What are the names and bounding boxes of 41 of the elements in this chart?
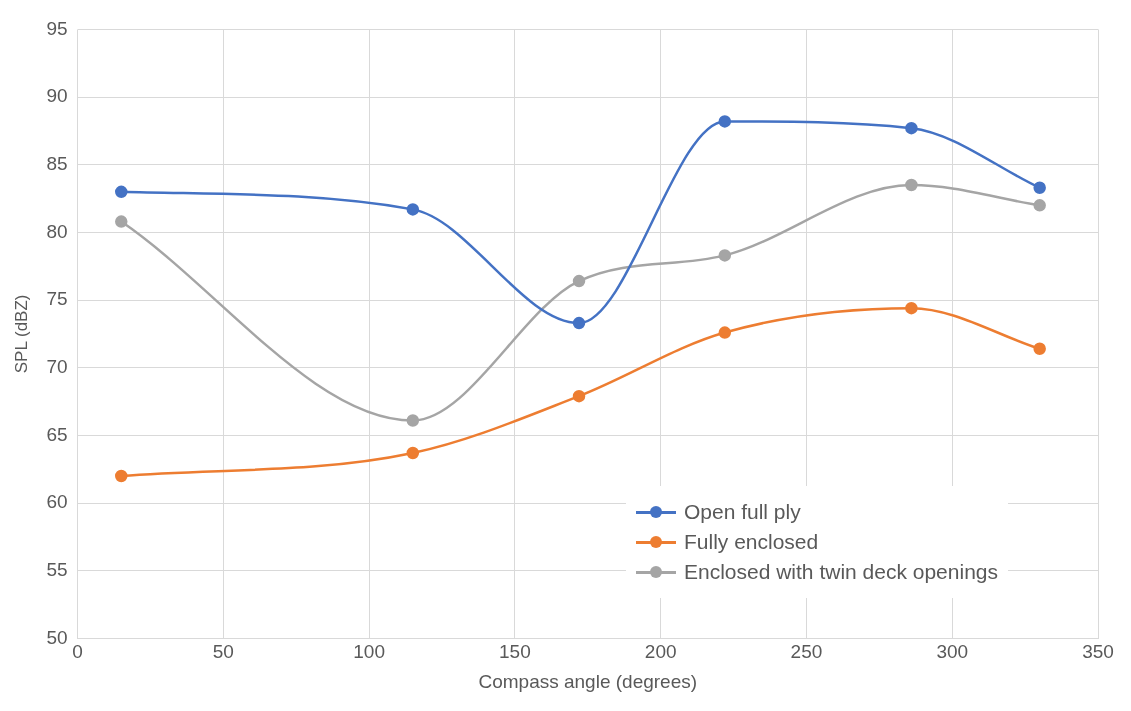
point bbox=[1033, 342, 1046, 356]
point bbox=[115, 185, 128, 199]
point bbox=[718, 115, 732, 128]
y-tick-label: 65 bbox=[46, 423, 68, 445]
y-tick-label: 75 bbox=[46, 288, 68, 310]
x-tick-label: 0 bbox=[72, 641, 83, 663]
point bbox=[572, 274, 586, 288]
point bbox=[406, 446, 420, 460]
x-tick-label: 300 bbox=[936, 641, 969, 663]
y-tick-label: 50 bbox=[46, 626, 68, 648]
y-tick-label: 70 bbox=[46, 355, 68, 377]
y-tick-label: 60 bbox=[46, 491, 68, 513]
point bbox=[572, 316, 586, 330]
x-tick-label: 250 bbox=[790, 641, 823, 663]
legend-label: Fully enclosed bbox=[683, 530, 819, 554]
point bbox=[115, 215, 128, 228]
point bbox=[905, 301, 918, 315]
x-tick-label: 100 bbox=[353, 641, 385, 663]
y-tick-label: 95 bbox=[46, 17, 68, 39]
point bbox=[572, 389, 586, 403]
legend-label: Enclosed with twin deck openings bbox=[683, 560, 998, 584]
point bbox=[406, 414, 420, 427]
point bbox=[718, 326, 732, 339]
point bbox=[115, 469, 128, 483]
point bbox=[905, 121, 918, 135]
point bbox=[1033, 199, 1046, 212]
point bbox=[1033, 181, 1046, 194]
y-tick-label: 85 bbox=[46, 152, 68, 174]
point bbox=[905, 178, 918, 192]
y-axis-title: SPL (dBZ) bbox=[11, 294, 31, 374]
x-axis-title: Compass angle (degrees) bbox=[478, 670, 698, 692]
x-tick-label: 200 bbox=[644, 641, 677, 663]
y-tick-label: 90 bbox=[46, 85, 68, 107]
point bbox=[718, 249, 732, 262]
y-tick-label: 80 bbox=[46, 220, 68, 242]
x-tick-label: 150 bbox=[499, 641, 531, 663]
x-tick-label: 350 bbox=[1082, 641, 1114, 663]
y-tick-label: 55 bbox=[46, 558, 68, 580]
x-tick-label: 50 bbox=[212, 641, 234, 663]
legend-label: Open full ply bbox=[683, 500, 801, 524]
point bbox=[406, 203, 420, 216]
